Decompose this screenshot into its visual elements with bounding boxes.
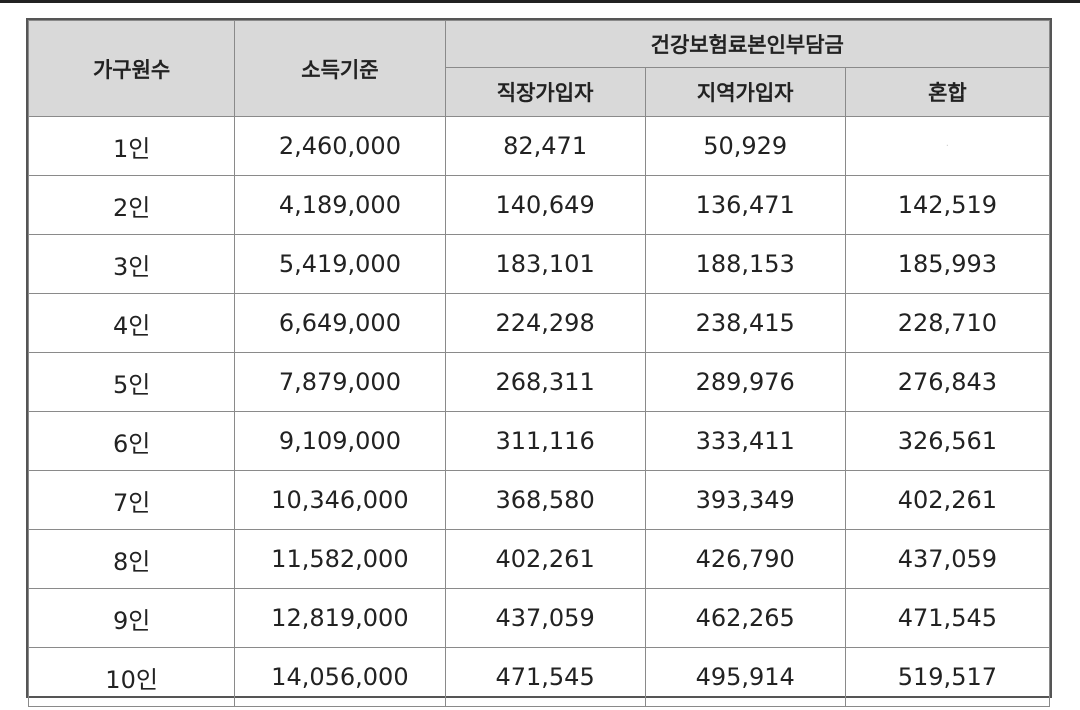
header-employee: 직장가입자 [444, 67, 646, 117]
header-row-2: 직장가입자 지역가입자 혼합 [29, 67, 1051, 117]
cell-income: 9,109,000 [234, 411, 446, 471]
table-body: 1인 2,460,000 82,471 50,929 · 2인 4,189,00… [27, 116, 1051, 707]
cell-household: 9인 [27, 588, 236, 648]
cell-mixed: 142,519 [844, 175, 1051, 235]
cell-income: 7,879,000 [234, 352, 446, 412]
cell-employee: 268,311 [444, 352, 646, 412]
cell-regional: 426,790 [644, 529, 846, 589]
cell-mixed: 471,545 [844, 588, 1051, 648]
cell-income: 10,346,000 [234, 470, 446, 530]
cell-household: 4인 [27, 293, 236, 353]
header-premium-group: 건강보험료본인부담금 [444, 20, 1051, 68]
cell-regional: 136,471 [644, 175, 846, 235]
header-mixed: 혼합 [844, 67, 1051, 117]
cell-regional: 50,929 [644, 116, 846, 176]
cell-regional: 393,349 [644, 470, 846, 530]
cell-income: 14,056,000 [234, 647, 446, 707]
table-row: 6인 9,109,000 311,116 333,411 326,561 [27, 411, 1051, 471]
table-header: 가구원수 소득기준 건강보험료본인부담금 직장가입자 지역가입자 혼합 [27, 20, 1051, 117]
cell-mixed: 276,843 [844, 352, 1051, 412]
cell-regional: 238,415 [644, 293, 846, 353]
premium-table-container: 가구원수 소득기준 건강보험료본인부담금 직장가입자 지역가입자 혼합 1인 2… [26, 18, 1052, 707]
cell-income: 11,582,000 [234, 529, 446, 589]
cell-household: 8인 [27, 529, 236, 589]
cell-mixed: 402,261 [844, 470, 1051, 530]
header-household: 가구원수 [27, 20, 236, 117]
cell-employee: 140,649 [444, 175, 646, 235]
table-row: 10인 14,056,000 471,545 495,914 519,517 [27, 647, 1051, 707]
cell-income: 2,460,000 [234, 116, 446, 176]
cell-employee: 82,471 [444, 116, 646, 176]
cell-household: 6인 [27, 411, 236, 471]
cell-mixed: 519,517 [844, 647, 1051, 707]
cell-employee: 368,580 [444, 470, 646, 530]
cell-regional: 333,411 [644, 411, 846, 471]
cell-mixed: 185,993 [844, 234, 1051, 294]
cell-mixed: 437,059 [844, 529, 1051, 589]
table-row: 5인 7,879,000 268,311 289,976 276,843 [27, 352, 1051, 412]
cell-income: 6,649,000 [234, 293, 446, 353]
cell-employee: 471,545 [444, 647, 646, 707]
header-regional: 지역가입자 [644, 67, 846, 117]
cell-employee: 224,298 [444, 293, 646, 353]
cell-household: 10인 [27, 647, 236, 707]
cell-mixed: 326,561 [844, 411, 1051, 471]
table-row: 1인 2,460,000 82,471 50,929 · [27, 116, 1051, 176]
cell-mixed: · [844, 116, 1051, 176]
table-row: 3인 5,419,000 183,101 188,153 185,993 [27, 234, 1051, 294]
cell-income: 5,419,000 [234, 234, 446, 294]
cell-income: 4,189,000 [234, 175, 446, 235]
cell-regional: 188,153 [644, 234, 846, 294]
cell-employee: 437,059 [444, 588, 646, 648]
cell-household: 2인 [27, 175, 236, 235]
cell-household: 1인 [27, 116, 236, 176]
header-income: 소득기준 [234, 20, 446, 117]
cell-employee: 311,116 [444, 411, 646, 471]
table-row: 2인 4,189,000 140,649 136,471 142,519 [27, 175, 1051, 235]
cell-household: 5인 [27, 352, 236, 412]
cell-regional: 462,265 [644, 588, 846, 648]
cell-mixed: 228,710 [844, 293, 1051, 353]
cell-household: 7인 [27, 470, 236, 530]
header-row-1: 가구원수 소득기준 건강보험료본인부담금 [27, 20, 1051, 117]
cell-regional: 495,914 [644, 647, 846, 707]
cell-income: 12,819,000 [234, 588, 446, 648]
table-row: 9인 12,819,000 437,059 462,265 471,545 [27, 588, 1051, 648]
cell-employee: 402,261 [444, 529, 646, 589]
cell-employee: 183,101 [444, 234, 646, 294]
table-row: 7인 10,346,000 368,580 393,349 402,261 [27, 470, 1051, 530]
premium-table: 가구원수 소득기준 건강보험료본인부담금 직장가입자 지역가입자 혼합 1인 2… [27, 20, 1051, 707]
cell-household: 3인 [27, 234, 236, 294]
table-row: 4인 6,649,000 224,298 238,415 228,710 [27, 293, 1051, 353]
cell-regional: 289,976 [644, 352, 846, 412]
table-row: 8인 11,582,000 402,261 426,790 437,059 [27, 529, 1051, 589]
top-rule [0, 0, 1080, 3]
